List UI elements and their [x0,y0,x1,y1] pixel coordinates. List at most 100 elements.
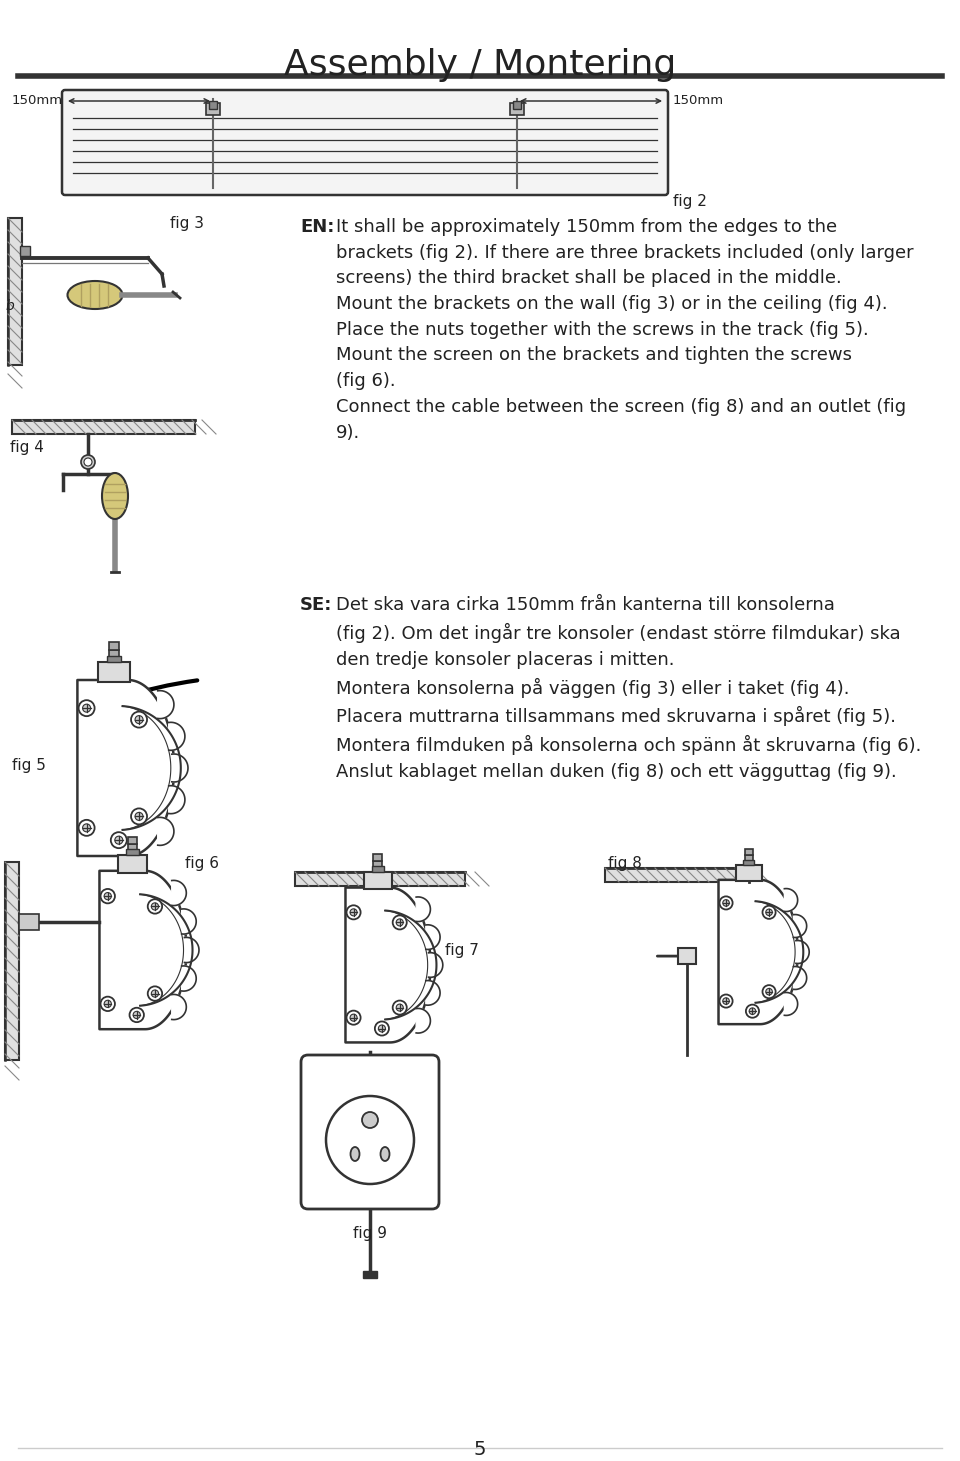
Ellipse shape [67,281,123,308]
Circle shape [762,985,776,998]
Polygon shape [346,888,430,1043]
Circle shape [347,1011,361,1024]
Circle shape [396,919,403,926]
FancyBboxPatch shape [62,91,668,194]
Circle shape [135,812,143,821]
Text: Assembly / Montering: Assembly / Montering [284,48,676,82]
Bar [5,862,19,1061]
Circle shape [378,1026,385,1031]
Circle shape [762,906,776,919]
Circle shape [393,1001,407,1014]
Text: fig 3: fig 3 [170,216,204,231]
Circle shape [393,916,407,929]
Bar [109,641,119,650]
Circle shape [350,1014,357,1021]
Text: fig 2: fig 2 [673,194,707,209]
Circle shape [81,454,95,469]
Circle shape [110,833,127,849]
Ellipse shape [350,1147,359,1161]
Circle shape [766,909,773,916]
Circle shape [396,1004,403,1011]
Text: EN:: EN: [300,218,334,237]
Circle shape [152,903,158,910]
Text: b: b [6,300,14,313]
Bar [19,915,39,931]
Bar [510,102,524,115]
Polygon shape [426,925,440,950]
Text: fig 6: fig 6 [185,856,219,871]
Bar [128,837,137,844]
Polygon shape [157,691,174,719]
Bar [8,218,22,365]
Bar [373,855,382,861]
Text: Det ska vara cirka 150mm från kanterna till konsolerna
(fig 2). Om det ingår tre: Det ska vara cirka 150mm från kanterna t… [336,596,922,782]
Circle shape [723,998,730,1004]
Bar [745,849,753,855]
Bar [745,855,753,862]
Circle shape [83,704,90,712]
Bar [295,872,465,885]
Polygon shape [100,871,186,1029]
Bar [209,101,217,110]
Bar [373,861,382,868]
Polygon shape [181,909,196,934]
Circle shape [104,893,111,900]
Polygon shape [784,992,798,1015]
Circle shape [101,996,115,1011]
Polygon shape [428,953,443,977]
Bar [12,419,195,434]
Bar [127,849,139,855]
Circle shape [326,1096,414,1183]
Circle shape [723,900,730,906]
Circle shape [79,820,95,836]
FancyBboxPatch shape [301,1055,439,1210]
Text: It shall be approximately 150mm from the edges to the
brackets (fig 2). If there: It shall be approximately 150mm from the… [336,218,914,441]
Bar [108,656,121,662]
Polygon shape [718,880,798,1024]
Circle shape [347,906,361,919]
Bar [20,245,30,256]
Polygon shape [796,941,809,963]
Circle shape [362,1112,378,1128]
Bar [128,844,137,850]
Polygon shape [793,967,806,989]
Circle shape [101,888,115,903]
Circle shape [84,457,92,466]
Polygon shape [181,966,196,991]
Circle shape [374,1021,389,1036]
Text: 150mm: 150mm [12,95,63,108]
Bar [118,855,147,872]
Bar [743,861,755,865]
Ellipse shape [380,1147,390,1161]
Polygon shape [172,995,186,1020]
Text: fig 8: fig 8 [608,856,642,871]
Bar [363,1271,377,1278]
Polygon shape [169,722,185,751]
Circle shape [148,986,162,1001]
Circle shape [749,1008,756,1014]
Bar [109,650,119,657]
Text: fig 7: fig 7 [445,942,479,958]
Polygon shape [169,786,185,814]
Ellipse shape [102,473,128,519]
Bar [206,102,220,115]
Bar [372,866,384,872]
Polygon shape [417,1008,430,1033]
Circle shape [152,991,158,998]
Circle shape [719,897,732,910]
Polygon shape [78,679,174,856]
Bar [513,101,521,110]
Bar [98,662,131,682]
Polygon shape [184,938,199,963]
Text: SE:: SE: [300,596,332,614]
Polygon shape [172,881,186,906]
Text: fig 5: fig 5 [12,758,46,773]
Circle shape [350,909,357,916]
Polygon shape [157,817,174,846]
Circle shape [115,836,123,844]
Circle shape [79,700,95,716]
Circle shape [104,1001,111,1008]
Circle shape [719,995,732,1008]
Polygon shape [417,897,430,922]
Text: 5: 5 [473,1441,487,1460]
